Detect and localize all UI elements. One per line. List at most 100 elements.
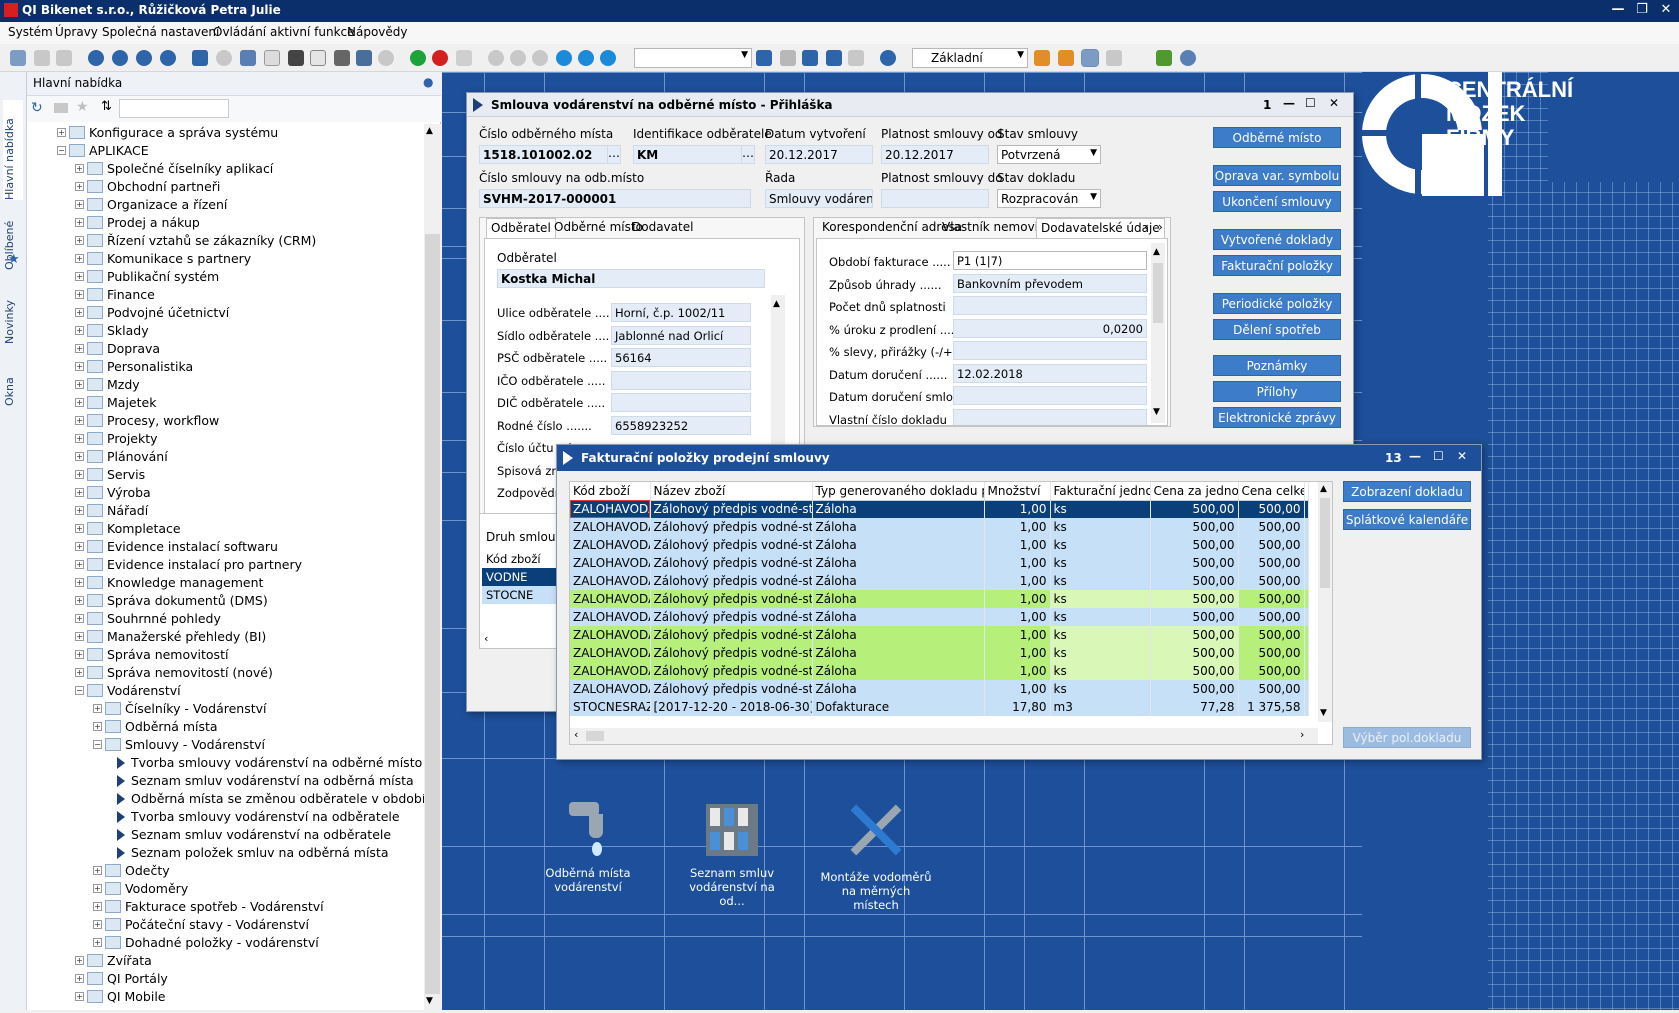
expand-node-icon[interactable]: +	[75, 326, 84, 335]
menu-upravy[interactable]: Úpravy	[55, 25, 98, 39]
column-header[interactable]: Cena za jednotku	[1150, 482, 1239, 501]
clear-icon[interactable]	[848, 50, 864, 66]
expand-node-icon[interactable]: +	[75, 308, 84, 317]
tree-item[interactable]: + Řízení vztahů se zákazníky (CRM)	[27, 232, 421, 250]
tree-item[interactable]: + Společné číselníky aplikací	[27, 160, 421, 178]
tree-item[interactable]: + Odečty	[27, 862, 421, 880]
help2-icon[interactable]	[112, 50, 128, 66]
filter-icon[interactable]	[756, 50, 772, 66]
expand-node-icon[interactable]: +	[75, 416, 84, 425]
last-icon[interactable]	[600, 50, 616, 66]
copy-icon[interactable]	[456, 50, 472, 66]
column-header[interactable]: Množství	[984, 482, 1051, 501]
druh-scroll-left-icon[interactable]: ‹	[484, 632, 489, 645]
tab-dodavatel[interactable]: Dodavatel	[632, 220, 694, 234]
column-header[interactable]: Název zboží	[650, 482, 813, 501]
collapse-node-icon[interactable]: −	[75, 686, 84, 695]
help-icon[interactable]	[88, 50, 104, 66]
tree-item[interactable]: + Číselníky - Vodárenství	[27, 700, 421, 718]
tree-item[interactable]: + Správa nemovitostí (nové)	[27, 664, 421, 682]
scroll-thumb[interactable]	[425, 234, 440, 994]
paste-icon[interactable]	[56, 50, 72, 66]
tree-item[interactable]: + Správa dokumentů (DMS)	[27, 592, 421, 610]
select-stav-dokladu[interactable]: Rozpracován ▼	[997, 189, 1101, 208]
expand-node-icon[interactable]: +	[75, 596, 84, 605]
druh-row-stocne[interactable]: STOCNE	[482, 586, 558, 604]
cut-icon[interactable]	[34, 50, 50, 66]
tree-item[interactable]: + Souhrnné pohledy	[27, 610, 421, 628]
tree-item[interactable]: + Evidence instalací softwaru	[27, 538, 421, 556]
expand-node-icon[interactable]: +	[75, 560, 84, 569]
tree-item[interactable]: + Mzdy	[27, 376, 421, 394]
tree-item[interactable]: + Nářadí	[27, 502, 421, 520]
expand-node-icon[interactable]: +	[75, 290, 84, 299]
column-header[interactable]: C	[1304, 482, 1309, 501]
tree-item[interactable]: − Vodárenství	[27, 682, 421, 700]
items-close-icon[interactable]: ✕	[1457, 449, 1468, 463]
pin-icon[interactable]: ●	[423, 75, 434, 89]
expand-node-icon[interactable]: +	[93, 704, 102, 713]
zobrazeni-dokladu-button[interactable]: Zobrazení dokladu	[1343, 481, 1471, 502]
window-maximize-icon[interactable]: ☐	[1305, 96, 1316, 110]
vyber-pol-dokladu-button[interactable]: Výběr pol.dokladu	[1343, 727, 1471, 748]
tree-item[interactable]: − Smlouvy - Vodárenství	[27, 736, 421, 754]
collapse-node-icon[interactable]: −	[93, 740, 102, 749]
profile-select[interactable]: Základní ▼	[912, 48, 1028, 68]
dodavatel-field-value[interactable]: 0,0200	[953, 318, 1147, 338]
tree-item[interactable]: + QI Portály	[27, 970, 421, 988]
add-icon[interactable]	[410, 50, 426, 66]
dodavatel-field-value[interactable]: 12.02.2018	[953, 363, 1147, 383]
export-excel-icon[interactable]	[1156, 50, 1172, 66]
expand-node-icon[interactable]: +	[93, 938, 102, 947]
tree-item[interactable]: + Odběrná místa	[27, 718, 421, 736]
tab-next-icon[interactable]: ›	[1158, 220, 1163, 234]
tab-vlastnik[interactable]: Vlastník nemovitosti	[942, 220, 1065, 234]
odberatel-name[interactable]: Kostka Michal	[497, 269, 765, 288]
expand-node-icon[interactable]: +	[75, 200, 84, 209]
sort-icon[interactable]	[802, 50, 818, 66]
binoculars-icon[interactable]	[288, 50, 304, 66]
scroll-up-icon[interactable]: ▲	[426, 126, 433, 136]
expand-node-icon[interactable]: +	[93, 722, 102, 731]
expand-node-icon[interactable]: +	[75, 470, 84, 479]
contract-action-button[interactable]: Fakturační položky	[1213, 255, 1341, 276]
contract-action-button[interactable]: Ukončení smlouvy	[1213, 191, 1341, 212]
expand-node-icon[interactable]: +	[93, 884, 102, 893]
column-header[interactable]: Kód zboží	[570, 482, 651, 501]
refresh-tree-icon[interactable]: ↻	[31, 100, 43, 116]
expand-node-icon[interactable]: +	[75, 434, 84, 443]
tree-item[interactable]: + Projekty	[27, 430, 421, 448]
desktop-icon-montaze[interactable]: Montáže vodoměrů na měrných místech	[820, 798, 932, 912]
tree-item[interactable]: + Knowledge management	[27, 574, 421, 592]
field-ident[interactable]: KM	[633, 145, 753, 164]
tree-item[interactable]: + Majetek	[27, 394, 421, 412]
expand-node-icon[interactable]: +	[75, 506, 84, 515]
table-row[interactable]: STOCNESRAZ [2017-12-20 - 2018-06-30] Dofak…	[570, 698, 1309, 716]
odberatel-field-value[interactable]	[611, 393, 751, 412]
tab-novinky[interactable]: Novinky	[3, 300, 16, 344]
column-header[interactable]: Cena celkem	[1238, 482, 1305, 501]
contract-action-button[interactable]: Periodické položky	[1213, 293, 1341, 314]
tab-odberatel[interactable]: Odběratel	[486, 218, 556, 238]
tree-item[interactable]: + Evidence instalací pro partnery	[27, 556, 421, 574]
tree-item[interactable]: + Doprava	[27, 340, 421, 358]
field-cislo-om[interactable]: 1518.101002.02	[479, 145, 619, 164]
layers-icon[interactable]	[240, 50, 256, 66]
expand-node-icon[interactable]: +	[75, 362, 84, 371]
settings-icon[interactable]	[880, 50, 896, 66]
spellcheck-icon[interactable]	[310, 50, 326, 66]
menu-system[interactable]: Systém	[8, 25, 53, 39]
odberatel-field-value[interactable]	[611, 370, 751, 390]
tab-okna[interactable]: Okna	[3, 377, 16, 406]
expand-node-icon[interactable]: +	[75, 650, 84, 659]
items-maximize-icon[interactable]: ☐	[1433, 449, 1444, 463]
dodavatel-field-value[interactable]	[953, 296, 1147, 315]
checklist-icon[interactable]	[1081, 49, 1099, 67]
field-cislo-smlouvy[interactable]: SVHM-2017-000001	[479, 189, 751, 208]
